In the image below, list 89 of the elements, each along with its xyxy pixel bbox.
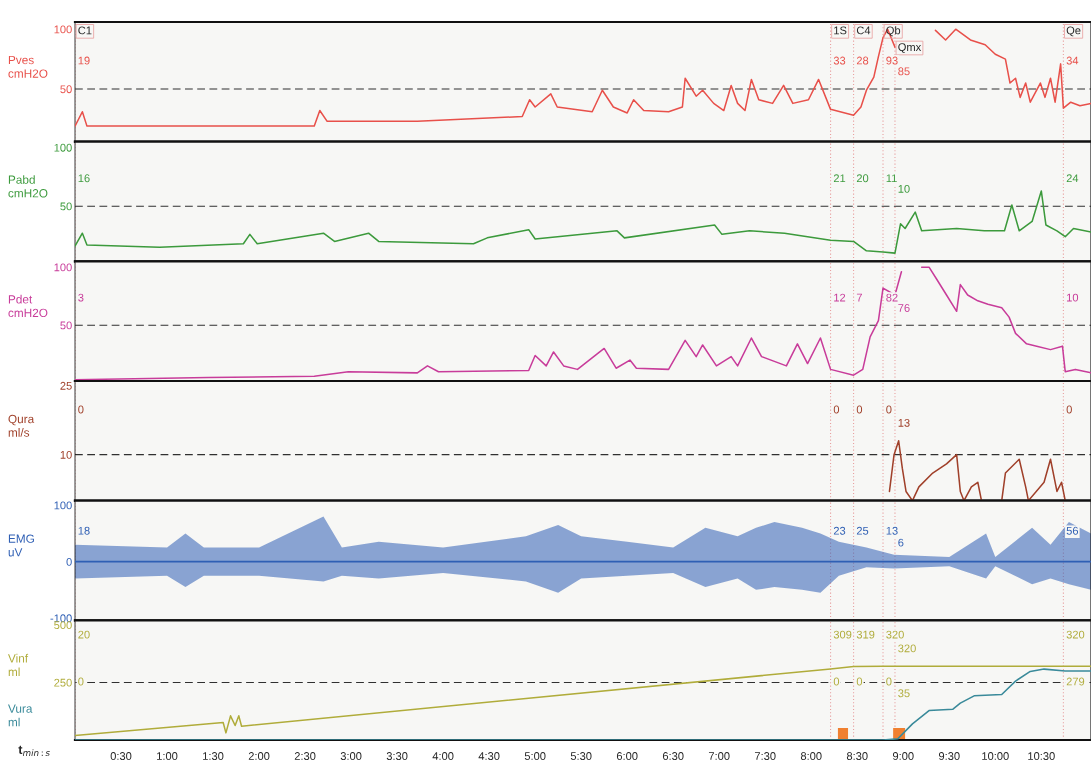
annotation: 279: [1066, 677, 1085, 686]
x-tick-label: 3:00: [340, 752, 362, 760]
annotation: 20: [856, 174, 869, 183]
text: EMG uV: [8, 534, 34, 557]
x-tick-label: 5:30: [570, 752, 592, 760]
x-tick-label: 6:00: [616, 752, 638, 760]
annotation: 85: [898, 67, 910, 76]
y-tick-label: 100: [54, 143, 72, 152]
annotation: 319: [856, 630, 875, 639]
x-tick-label: 9:00: [892, 752, 914, 760]
annotation: 0: [856, 405, 863, 414]
x-tick-label: 1:00: [157, 752, 178, 760]
annotation: 34: [1066, 56, 1079, 65]
x-tick-label: 8:00: [800, 752, 822, 760]
annotation: 28: [856, 56, 869, 65]
ref-line-label: 1S: [834, 26, 847, 35]
annotation: 0: [1066, 405, 1072, 414]
x-tick-label: 4:30: [478, 752, 500, 760]
x-tick-label: 1:30: [203, 752, 224, 760]
annotation: 13: [898, 418, 910, 427]
annotation: 0: [856, 677, 863, 686]
y-tick-label: 100: [54, 501, 72, 510]
y-tick-label: -100: [50, 614, 72, 623]
x-tick-label: 3:30: [386, 752, 408, 760]
x-tick-label: 10:00: [982, 752, 1009, 760]
annotation: 0: [886, 677, 892, 686]
annotation: 16: [78, 174, 90, 183]
x-tick-label: 10:30: [1028, 752, 1055, 760]
annotation: 320: [898, 644, 916, 653]
x-tick-label: 4:00: [432, 752, 454, 760]
x-tick-label: 9:30: [938, 752, 960, 760]
annotation: 12: [834, 293, 846, 302]
annotation: 10: [1067, 293, 1079, 302]
ref-line-label: C4: [856, 26, 871, 35]
annotation: 20: [78, 630, 90, 639]
y-tick-label: 100: [54, 263, 72, 272]
text: Pabd cmH2O: [8, 175, 48, 198]
y-tick-label: 25: [60, 381, 72, 390]
x-tick-label: 7:00: [708, 752, 730, 760]
text: Vinf ml: [8, 653, 29, 676]
y-tick-label: 0: [66, 557, 72, 566]
annotation: 93: [886, 56, 898, 65]
annotation: 18: [78, 526, 90, 535]
annotation: 33: [833, 56, 846, 65]
annotation: 24: [1066, 174, 1079, 183]
text: Vura ml: [8, 704, 33, 727]
annotation: 11: [886, 174, 897, 183]
annotation: 320: [886, 630, 904, 639]
annotation: 21: [833, 174, 846, 183]
annotation: 0: [833, 677, 840, 686]
y-tick-label: 100: [54, 25, 72, 34]
annotation: 309: [833, 630, 852, 639]
ref-line-label: Qe: [1066, 26, 1081, 37]
annotation: 3: [78, 293, 84, 302]
y-tick-label: 10: [60, 450, 72, 459]
annotation: 0: [78, 677, 84, 686]
x-tick-label: 2:30: [294, 752, 316, 760]
y-tick-label: 500: [54, 621, 72, 630]
text: Pdet cmH2O: [8, 294, 48, 318]
x-axis-title: t$_{min:s}$: [18, 745, 50, 757]
ref-line-label: C1: [78, 26, 92, 35]
annotation: 76: [898, 304, 910, 312]
y-tick-label: 50: [60, 85, 72, 94]
y-tick-label: 50: [60, 202, 72, 211]
annotation: 82: [886, 293, 898, 302]
annotation: 0: [78, 405, 84, 414]
annotation: 0: [833, 405, 840, 414]
x-tick-label: 5:00: [524, 752, 546, 760]
annotation: 25: [856, 526, 869, 535]
annotation: 10: [898, 184, 910, 193]
text: Qura ml/s: [8, 414, 35, 437]
x-tick-label: 8:30: [846, 752, 868, 760]
annotation: 6: [898, 538, 904, 547]
x-tick-label: 2:00: [248, 752, 270, 760]
annotation: 19: [78, 56, 90, 65]
x-tick-label: 0:30: [110, 752, 132, 760]
annotation: 0: [886, 405, 892, 414]
text: Pves cmH2O: [8, 55, 48, 78]
annotation: 13: [886, 526, 898, 535]
y-tick-label: 250: [54, 678, 72, 687]
annotation: 320: [1066, 630, 1085, 639]
annotation: 56: [1066, 526, 1079, 535]
y-tick-label: 50: [60, 321, 72, 330]
annotation: 7: [856, 293, 862, 302]
x-tick-label: 6:30: [662, 752, 684, 760]
ref-line-label: Qmx: [898, 43, 922, 53]
x-tick-label: 7:30: [754, 752, 776, 760]
annotation: 23: [833, 526, 846, 535]
annotation: 35: [898, 689, 910, 698]
